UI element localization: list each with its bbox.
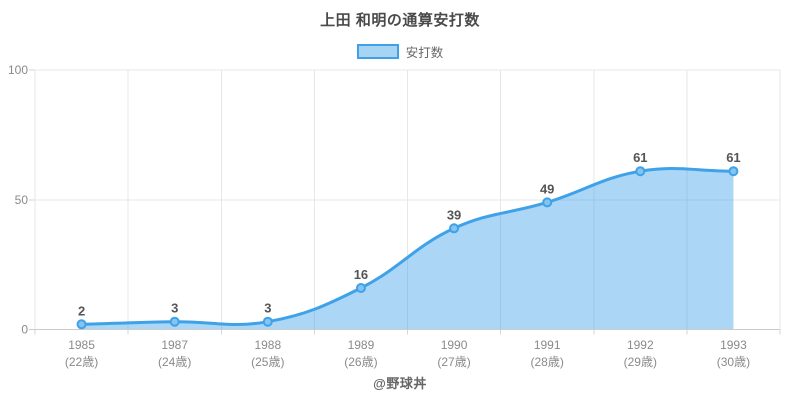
x-tick-label-age: (29歳): [624, 355, 657, 369]
data-label-1992: 61: [633, 150, 647, 165]
x-tick-label-age: (27歳): [437, 355, 470, 369]
x-tick-label-year: 1985: [68, 338, 95, 352]
data-label-1990: 39: [447, 207, 461, 222]
x-tick-label-year: 1987: [161, 338, 188, 352]
data-point-1991[interactable]: [542, 197, 553, 208]
x-tick-label-age: (24歳): [158, 355, 191, 369]
x-tick-label-age: (25歳): [251, 355, 284, 369]
data-label-1989: 16: [354, 267, 368, 282]
data-point-1989[interactable]: [355, 282, 366, 293]
data-point-1988[interactable]: [262, 316, 273, 327]
y-tick-label: 0: [21, 323, 28, 337]
legend: 安打数: [0, 42, 800, 61]
data-label-1988: 3: [264, 301, 271, 316]
data-label-1991: 49: [540, 181, 554, 196]
x-tick-label-age: (28歳): [531, 355, 564, 369]
series-line: [80, 167, 735, 326]
x-tick-label-age: (30歳): [717, 355, 750, 369]
series-area: [81, 168, 734, 330]
data-point-1987[interactable]: [169, 316, 180, 327]
legend-item-hits[interactable]: 安打数: [356, 42, 444, 61]
data-label-1985: 2: [78, 303, 85, 318]
data-point-1985[interactable]: [76, 319, 87, 330]
legend-swatch-icon: [356, 43, 399, 59]
x-tick-label-year: 1991: [534, 338, 561, 352]
legend-label: 安打数: [405, 45, 444, 60]
y-tick-label: 50: [15, 193, 29, 207]
data-point-1993[interactable]: [728, 166, 739, 177]
watermark: @野球丼: [373, 376, 427, 391]
x-tick-label-year: 1993: [720, 338, 747, 352]
x-tick-label-year: 1992: [627, 338, 654, 352]
x-tick-label-age: (26歳): [344, 355, 377, 369]
x-tick-label-year: 1988: [254, 338, 281, 352]
data-point-1990[interactable]: [449, 223, 460, 234]
x-tick-label-age: (22歳): [65, 355, 98, 369]
data-label-1987: 3: [171, 301, 178, 316]
x-tick-label-year: 1989: [348, 338, 375, 352]
chart-title: 上田 和明の通算安打数: [320, 12, 480, 29]
x-tick-label-year: 1990: [441, 338, 468, 352]
data-point-1992[interactable]: [635, 166, 646, 177]
data-label-1993: 61: [726, 150, 740, 165]
y-tick-label: 100: [8, 63, 28, 77]
